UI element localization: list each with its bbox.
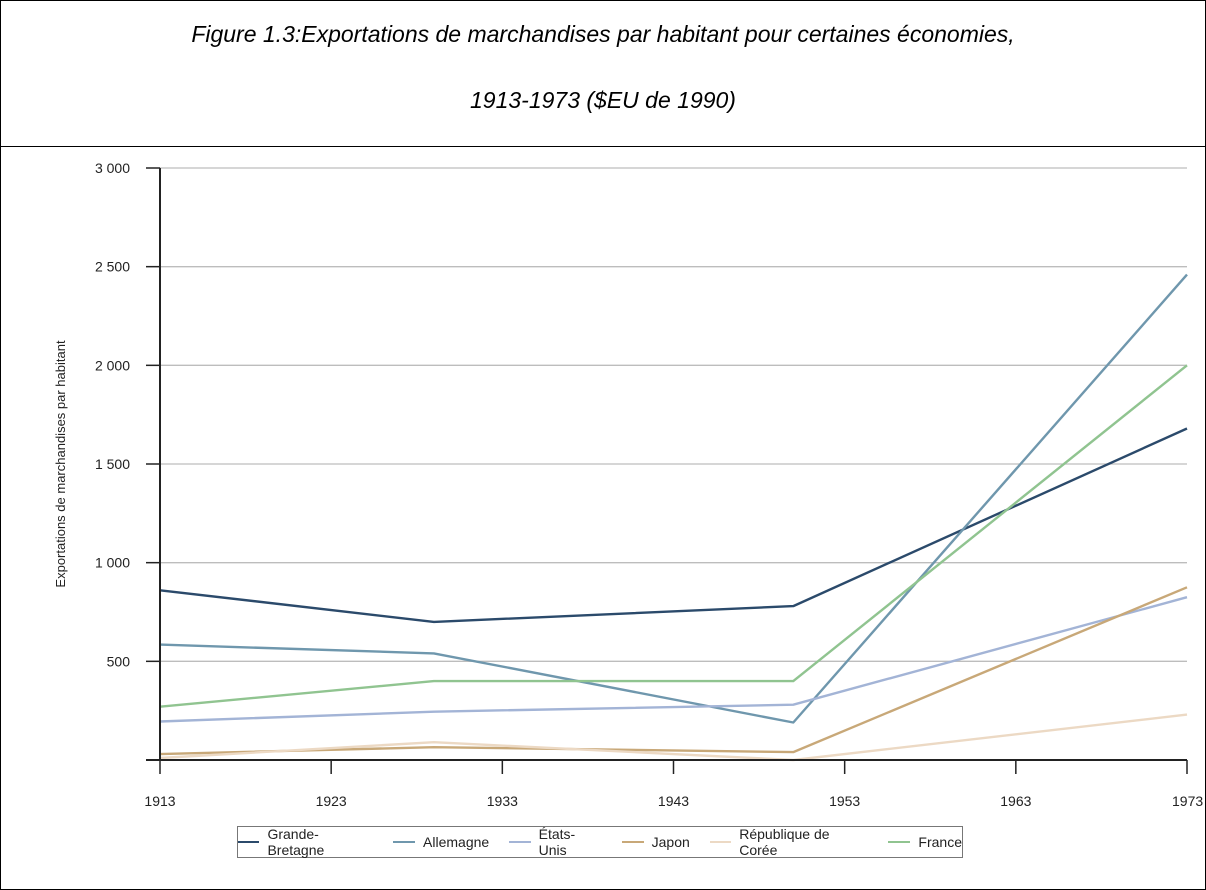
x-tick-label: 1973 <box>1172 793 1203 809</box>
legend-label: France <box>918 834 962 850</box>
x-tick-label: 1933 <box>487 793 518 809</box>
x-tick-label: 1943 <box>658 793 689 809</box>
x-tick-label: 1923 <box>316 793 347 809</box>
y-tick-label: 1 500 <box>95 456 130 472</box>
y-tick-label: 1 000 <box>95 555 130 571</box>
series-line-r-publique-de-cor-e <box>159 713 1188 762</box>
series-line-france <box>159 364 1188 708</box>
y-tick-label: 3 000 <box>95 160 130 176</box>
legend-label: Allemagne <box>423 834 490 850</box>
series-line-allemagne <box>159 273 1188 724</box>
chart-legend: Grande-Bretagne Allemagne États-Unis Japon R… <box>237 826 963 858</box>
legend-item: États-Unis <box>509 826 601 858</box>
x-tick-label: 1953 <box>829 793 860 809</box>
grid-layer <box>160 167 1187 662</box>
legend-item: République de Corée <box>709 826 869 858</box>
legend-label: République de Corée <box>739 826 830 858</box>
y-axis-label: Exportations de marchandises par habitan… <box>53 340 68 588</box>
legend-item: Japon <box>621 834 690 850</box>
legend-label: États-Unis <box>538 826 576 858</box>
legend-label: Grande-Bretagne <box>267 826 325 858</box>
x-tick-label: 1913 <box>144 793 175 809</box>
legend-swatch <box>709 841 732 843</box>
series-layer <box>159 273 1188 762</box>
legend-swatch <box>238 841 260 843</box>
figure-header: Figure 1.3:Exportations de marchandises … <box>1 1 1205 147</box>
legend-item: France <box>888 834 962 850</box>
series-line-grande-bretagne <box>159 427 1188 624</box>
figure-title-line-2: 1913-1973 ($EU de 1990) <box>470 87 736 113</box>
y-tick-label: 2 500 <box>95 259 130 275</box>
y-tick-label: 500 <box>107 653 131 669</box>
series-line--tats-unis <box>159 596 1188 723</box>
y-tick-label: 2 000 <box>95 357 130 373</box>
legend-item: Grande-Bretagne <box>238 826 373 858</box>
legend-label: Japon <box>651 834 690 850</box>
legend-swatch <box>509 841 531 843</box>
axis-layer: 500 1 000 1 500 2 000 2 500 3 000 1913 1923 1933… <box>95 160 1203 809</box>
legend-swatch <box>393 841 416 843</box>
legend-swatch <box>888 841 911 843</box>
legend-item: Allemagne <box>393 834 489 850</box>
figure-title-line-1: Figure 1.3:Exportations de marchandises … <box>191 21 1015 47</box>
legend-swatch <box>621 841 644 843</box>
x-tick-label: 1963 <box>1000 793 1031 809</box>
